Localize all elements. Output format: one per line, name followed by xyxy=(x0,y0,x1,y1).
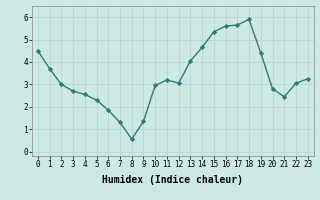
X-axis label: Humidex (Indice chaleur): Humidex (Indice chaleur) xyxy=(102,175,243,185)
